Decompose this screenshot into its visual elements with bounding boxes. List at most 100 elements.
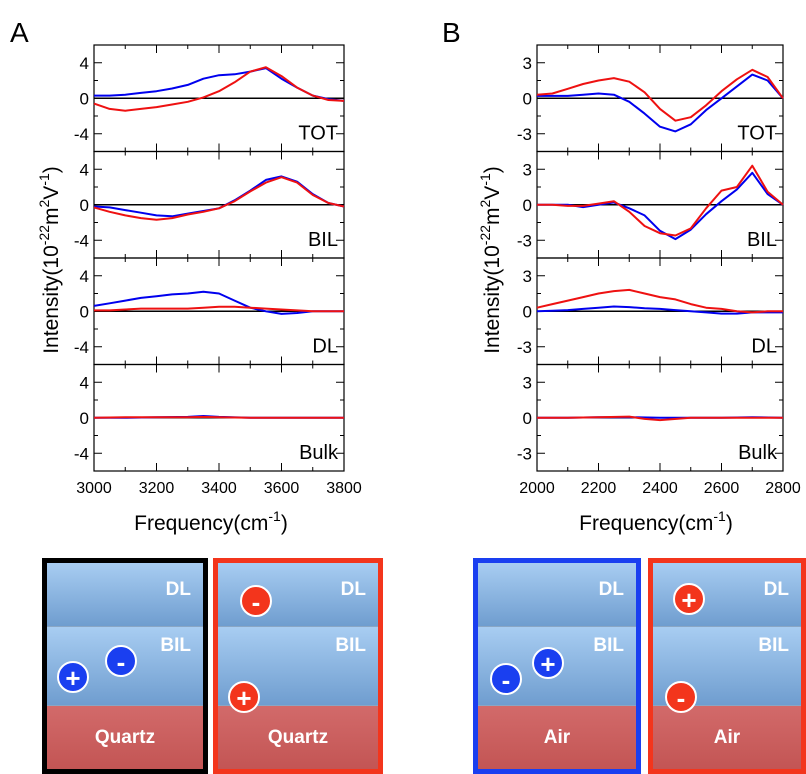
y-tick-label: -4	[74, 231, 89, 250]
y-axis-label-unit1: m	[481, 207, 504, 225]
y-axis-label-unit2: V	[481, 186, 504, 200]
y-tick-label: 4	[80, 160, 89, 179]
x-tick-label: 3800	[326, 480, 362, 497]
panel-letter-a: A	[10, 17, 29, 48]
y-tick-label: 3	[523, 160, 532, 179]
subplot-label: Bulk	[738, 442, 778, 464]
y-axis-label-unit1: m	[40, 207, 63, 225]
series-line	[536, 68, 784, 122]
y-axis-label-exp1: -22	[36, 225, 52, 245]
series-line	[537, 164, 784, 237]
panel-letter-b: B	[442, 17, 461, 48]
subplot-label: TOT	[737, 123, 777, 145]
ion-minus: -	[490, 663, 522, 695]
bil-label: BIL	[160, 635, 191, 656]
x-tick-label: 2000	[519, 480, 555, 497]
substrate-label: Quartz	[94, 726, 156, 748]
y-axis-label-exp3: -1	[36, 173, 52, 186]
dl-layer: DL	[478, 563, 636, 627]
x-axis-label-close: )	[281, 512, 288, 535]
series-line	[94, 67, 345, 102]
y-axis-label-unit2: V	[40, 186, 63, 200]
bil-label: BIL	[593, 635, 624, 656]
ion-plus: +	[532, 647, 564, 679]
schematic-quartz-red: DL BIL Quartz - +	[213, 558, 383, 774]
y-axis-label-close: )	[481, 166, 504, 173]
dl-label: DL	[340, 579, 366, 600]
y-axis-label-main: Intensity(10	[481, 245, 504, 354]
x-axis-label-b: Frequency(cm-1)	[579, 508, 733, 535]
y-tick-label: 4	[80, 54, 89, 73]
y-tick-label: 0	[523, 89, 532, 108]
dl-label: DL	[763, 579, 789, 600]
y-tick-label: -3	[517, 444, 532, 463]
ion-plus: +	[228, 681, 260, 713]
series-line	[536, 288, 783, 314]
subplot-label: DL	[312, 336, 338, 358]
subplot-label: BIL	[308, 229, 338, 251]
series-line	[94, 305, 344, 313]
x-tick-label: 2600	[704, 480, 740, 497]
y-tick-label: -4	[74, 444, 89, 463]
y-tick-label: 4	[80, 267, 89, 286]
x-axis-label-exp: -1	[268, 508, 281, 524]
y-tick-label: -3	[517, 338, 532, 357]
y-axis-label-exp2: 2	[477, 199, 493, 207]
y-tick-label: -3	[517, 125, 532, 144]
x-tick-label: 3400	[201, 480, 237, 497]
series-line	[537, 73, 784, 133]
y-tick-label: 0	[80, 302, 89, 321]
y-tick-label: -4	[74, 125, 89, 144]
ion-minus: -	[105, 645, 137, 677]
subplot-label: BIL	[747, 229, 777, 251]
y-axis-label-exp3: -1	[477, 173, 493, 186]
x-tick-label: 2800	[765, 480, 801, 497]
x-axis-label-a: Frequency(cm-1)	[134, 508, 288, 535]
substrate-layer: Quartz	[47, 706, 203, 769]
bil-label: BIL	[335, 635, 366, 656]
x-axis-label-exp: -1	[713, 508, 726, 524]
series-line	[536, 305, 783, 315]
substrate-layer: Quartz	[218, 706, 378, 769]
substrate-label: Quartz	[267, 726, 329, 748]
series-line	[93, 66, 345, 112]
y-axis-label-main: Intensity(10	[40, 245, 63, 354]
subplot-label: DL	[751, 336, 777, 358]
y-axis-label-b: Intensity(10-22m2V-1)	[477, 166, 504, 354]
dl-label: DL	[598, 579, 624, 600]
bil-label: BIL	[758, 635, 789, 656]
schematic-quartz-blue: DL BIL Quartz + -	[42, 558, 208, 774]
substrate-layer: Air	[653, 706, 801, 769]
dl-layer: DL	[47, 563, 203, 627]
subplot-label: TOT	[298, 123, 338, 145]
y-tick-label: 4	[80, 373, 89, 392]
y-tick-label: -3	[517, 231, 532, 250]
ion-plus: +	[673, 583, 705, 615]
series-line	[537, 415, 783, 422]
y-axis-label-close: )	[40, 166, 63, 173]
substrate-label: Air	[713, 726, 741, 748]
ion-minus: -	[665, 681, 697, 713]
ion-minus: -	[240, 585, 272, 617]
y-tick-label: 0	[80, 409, 89, 428]
x-tick-label: 2400	[642, 480, 678, 497]
y-tick-label: -4	[74, 338, 89, 357]
schematic-air-blue: DL BIL Air - +	[473, 558, 641, 774]
x-axis-label-main: Frequency(cm	[579, 512, 713, 535]
y-axis-label-exp2: 2	[36, 199, 52, 207]
figure: A B Intensity(10-22m2V-1) Intensity(10-2…	[10, 17, 801, 535]
y-tick-label: 0	[80, 89, 89, 108]
series-line	[93, 290, 344, 315]
y-tick-label: 0	[523, 196, 532, 215]
y-axis-label-a: Intensity(10-22m2V-1)	[36, 166, 63, 354]
x-axis-label-main: Frequency(cm	[134, 512, 268, 535]
subplot-label: Bulk	[299, 442, 339, 464]
schematic-air-red: DL BIL Air + -	[648, 558, 806, 774]
y-tick-label: 0	[80, 196, 89, 215]
ion-plus: +	[57, 661, 89, 693]
y-tick-label: 3	[523, 54, 532, 73]
y-tick-label: 3	[523, 267, 532, 286]
x-axis-label-close: )	[726, 512, 733, 535]
x-tick-label: 3200	[139, 480, 175, 497]
